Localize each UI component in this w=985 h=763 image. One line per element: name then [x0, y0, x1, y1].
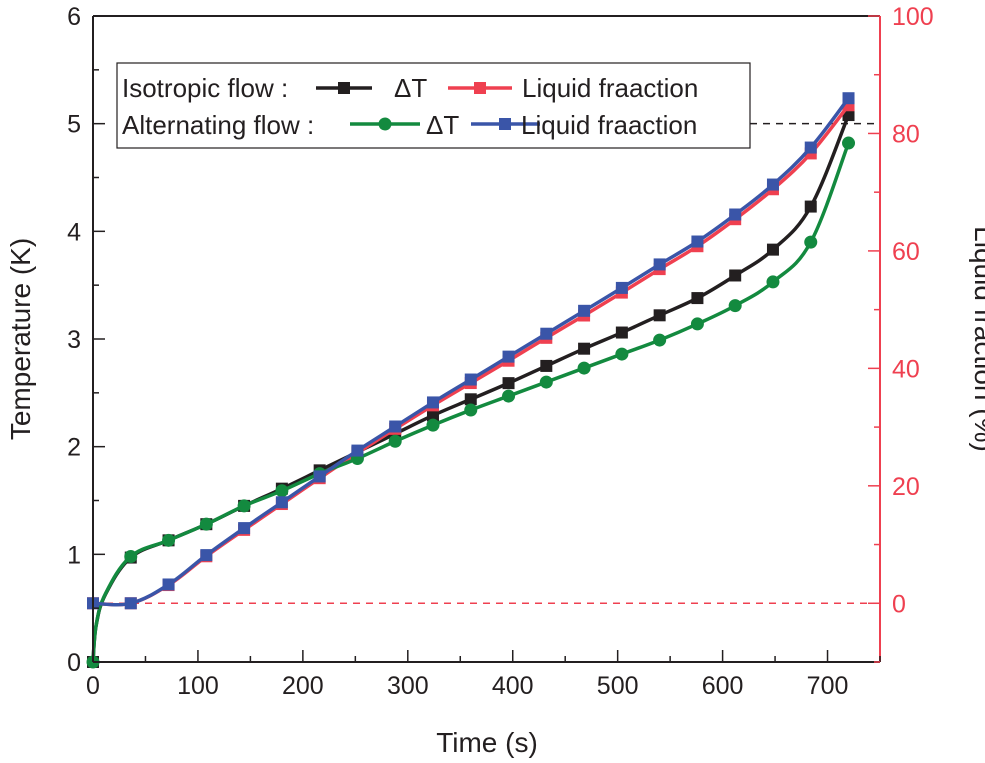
y2-tick-label: 0	[892, 590, 906, 618]
y-tick-label: 0	[67, 649, 81, 677]
data-point	[615, 347, 629, 361]
y2-tick-label: 60	[892, 238, 920, 266]
legend-box	[116, 62, 751, 149]
legend-swatch-alternating-lf	[471, 118, 540, 130]
x-tick-label: 200	[282, 672, 324, 700]
y-tick-label: 5	[67, 111, 81, 139]
y-tick-label: 1	[67, 541, 81, 569]
data-point	[238, 522, 251, 535]
data-point	[502, 389, 516, 403]
reference-lines	[93, 122, 880, 605]
legend-alternating-dt: ΔT	[426, 110, 459, 140]
series-layer	[86, 92, 856, 669]
data-point	[540, 327, 553, 340]
x-tick-label: 500	[597, 672, 639, 700]
data-point	[464, 373, 477, 386]
data-point	[653, 333, 667, 347]
y-tick-label: 6	[67, 3, 81, 31]
y2-tick-label: 80	[892, 120, 920, 148]
data-point	[766, 178, 779, 191]
y2-tick-label: 40	[892, 355, 920, 383]
y-axis-title: Temperature (K)	[5, 238, 36, 440]
data-point	[313, 470, 326, 483]
x-tick-label: 100	[177, 672, 219, 700]
data-point	[388, 434, 402, 448]
data-point	[653, 309, 666, 322]
legend-isotropic-lf: Liquid fraaction	[522, 73, 698, 103]
data-point	[124, 549, 138, 563]
data-point	[577, 361, 591, 375]
legend: Isotropic flow : ΔT Liquid fraaction Alt…	[116, 62, 751, 149]
data-point	[728, 299, 742, 313]
data-point	[351, 444, 364, 457]
y2-axis-title: Liquid fraction (%)	[969, 226, 985, 452]
data-point	[124, 597, 137, 610]
data-point	[162, 533, 176, 547]
y2-tick-label: 100	[892, 3, 934, 31]
data-point	[729, 269, 742, 282]
data-point	[464, 403, 478, 417]
y-tick-label: 4	[67, 218, 81, 246]
legend-alternating-lf: Liquid fraaction	[521, 110, 697, 140]
data-point	[464, 393, 477, 406]
data-point	[804, 235, 818, 249]
legend-row1-label: Isotropic flow :	[122, 73, 288, 103]
y2-tick-label: 20	[892, 473, 920, 501]
data-point	[275, 496, 288, 509]
x-tick-label: 0	[86, 672, 100, 700]
series-alternating-flow-liquid-fraaction	[87, 92, 855, 610]
data-point	[237, 499, 251, 513]
data-point	[653, 258, 666, 271]
data-point	[502, 350, 515, 363]
x-tick-label: 700	[807, 672, 849, 700]
data-point	[691, 292, 704, 305]
data-point	[766, 243, 779, 256]
y-tick-label: 2	[67, 434, 81, 462]
data-point	[729, 208, 742, 221]
data-point	[842, 92, 855, 105]
x-tick-label: 600	[702, 672, 744, 700]
axes: 0 100 200 300 400 500 600 700012345602040608010…	[67, 3, 934, 700]
data-point	[691, 235, 704, 248]
data-point	[162, 578, 175, 591]
data-point	[615, 281, 628, 294]
data-point	[540, 359, 553, 372]
x-axis-title: Time (s)	[436, 727, 538, 758]
data-point	[578, 304, 591, 317]
series-alternating-flow-t	[86, 136, 856, 669]
data-point	[578, 342, 591, 355]
legend-row2-label: Alternating flow :	[122, 110, 314, 140]
legend-swatch-isotropic-lf	[448, 82, 512, 94]
data-point	[275, 484, 289, 498]
data-point	[199, 517, 213, 531]
legend-swatch-isotropic-dt	[316, 82, 372, 94]
x-tick-label: 400	[492, 672, 534, 700]
x-tick-label: 300	[387, 672, 429, 700]
data-point	[389, 420, 402, 433]
data-point	[502, 377, 515, 390]
legend-swatch-alternating-dt	[350, 117, 420, 131]
data-point	[766, 275, 780, 289]
data-point	[426, 396, 439, 409]
data-point	[804, 200, 817, 213]
series-isotropic-flow-liquid-fraaction	[87, 99, 855, 610]
data-point	[426, 409, 439, 422]
data-point	[842, 136, 856, 150]
data-point	[615, 326, 628, 339]
data-point	[804, 141, 817, 154]
data-point	[426, 418, 440, 432]
data-point	[539, 375, 553, 389]
data-point	[200, 549, 213, 562]
legend-isotropic-dt: ΔT	[394, 73, 427, 103]
y-tick-label: 3	[67, 326, 81, 354]
data-point	[690, 317, 704, 331]
